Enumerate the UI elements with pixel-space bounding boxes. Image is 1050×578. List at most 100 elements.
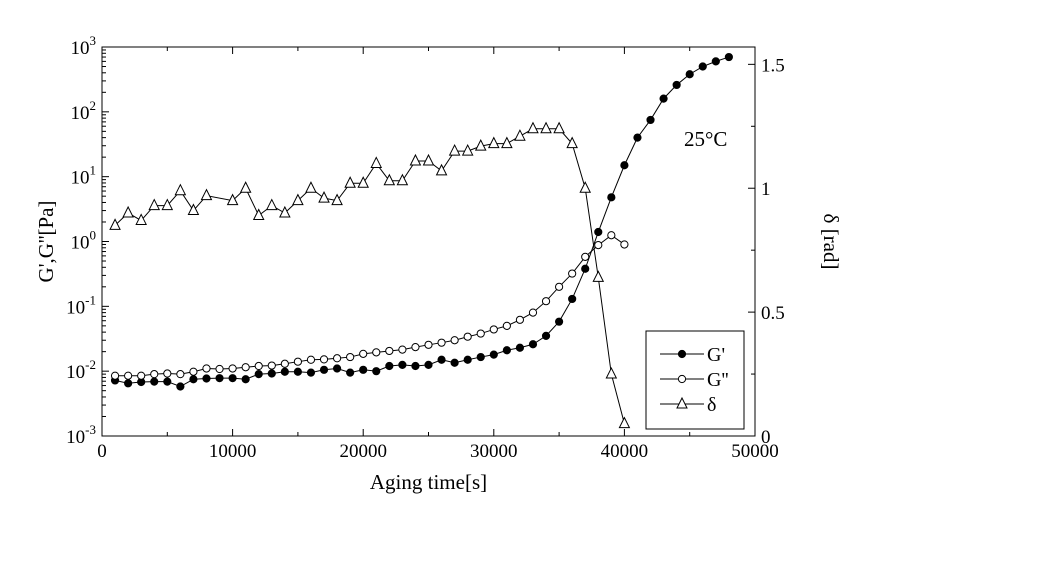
g-prime-point <box>489 350 498 359</box>
delta-point <box>265 198 278 211</box>
g-prime-point <box>607 193 616 202</box>
delta-point <box>461 143 474 156</box>
x-tick-label: 50000 <box>731 441 779 462</box>
g-double-prime-point <box>398 345 407 354</box>
delta-point <box>409 153 422 166</box>
g-prime-point <box>502 346 511 355</box>
g-double-prime-point <box>202 364 211 373</box>
g-prime-point <box>633 133 642 142</box>
g-double-prime-point <box>215 364 224 374</box>
delta-point <box>200 188 213 201</box>
delta-point <box>566 136 578 149</box>
delta-point <box>422 153 435 166</box>
delta-point <box>109 218 121 230</box>
g-prime-point <box>528 340 538 349</box>
g-prime-point <box>319 365 329 374</box>
y-left-tick-label: 10-1 <box>66 292 96 318</box>
delta-point <box>396 173 409 186</box>
g-double-prime-point <box>346 352 355 362</box>
delta-point <box>279 205 291 218</box>
g-double-prime-point <box>411 343 420 352</box>
g-prime-point <box>450 358 459 367</box>
delta-point <box>487 136 500 149</box>
y-left-tick-label: 10-3 <box>66 422 96 448</box>
g-prime-point <box>215 374 224 383</box>
y-right-axis-title: δ [rad] <box>819 214 843 270</box>
delta-point <box>174 183 187 196</box>
delta-point <box>122 205 134 218</box>
g-prime-point <box>359 365 368 374</box>
delta-point <box>148 198 161 211</box>
delta-point <box>553 121 565 134</box>
g-double-prime-point <box>150 370 159 379</box>
y-left-tick-label: 100 <box>71 228 97 254</box>
y-left-tick-label: 10-2 <box>66 357 96 383</box>
x-tick-label: 30000 <box>470 441 518 462</box>
g-prime-point <box>568 294 577 304</box>
g-double-prime-point <box>124 371 133 380</box>
g-prime-point <box>541 331 551 340</box>
delta-point <box>514 129 526 141</box>
delta-point <box>383 173 396 186</box>
g-prime-point <box>424 360 433 369</box>
g-double-prime-point <box>293 357 302 366</box>
g-double-prime-line <box>115 234 625 377</box>
g-double-prime-point <box>267 361 276 370</box>
delta-point <box>161 198 174 211</box>
g-double-prime-point <box>450 336 459 345</box>
g-prime-point <box>241 375 250 384</box>
legend-marker <box>677 374 687 384</box>
g-double-prime-point <box>463 332 472 341</box>
x-tick-label: 40000 <box>601 441 649 462</box>
g-double-prime-point <box>280 359 289 368</box>
g-double-prime-point <box>594 240 603 250</box>
g-prime-point <box>463 355 472 364</box>
g-double-prime-point <box>476 329 485 338</box>
delta-point <box>435 163 448 176</box>
g-prime-point <box>698 62 707 71</box>
delta-point <box>592 270 605 282</box>
legend-box <box>645 330 745 430</box>
g-double-prime-point <box>306 355 316 364</box>
delta-point <box>239 181 252 193</box>
g-double-prime-point <box>241 363 250 372</box>
delta-point <box>618 416 631 429</box>
g-prime-point <box>476 352 485 362</box>
delta-point <box>448 143 461 156</box>
g-prime-point <box>293 367 302 376</box>
legend-item-delta: δ <box>707 394 716 416</box>
delta-point <box>474 138 487 151</box>
g-double-prime-point <box>372 348 381 357</box>
g-prime-point <box>672 80 681 90</box>
delta-point <box>331 193 343 206</box>
x-tick-label: 0 <box>97 441 107 462</box>
y-right-tick-label: 1.5 <box>761 55 785 76</box>
g-double-prime-point <box>319 355 329 364</box>
g-double-prime-point <box>359 349 368 358</box>
temperature-annotation: 25°C <box>684 127 727 151</box>
g-prime-point <box>372 367 381 376</box>
delta-point <box>527 121 539 134</box>
g-double-prime-point <box>163 369 172 378</box>
y-right-tick-label: 1 <box>761 179 771 200</box>
y-left-axis-title: G',G''[Pa] <box>34 201 58 283</box>
g-double-prime-point <box>385 346 394 356</box>
g-prime-point <box>306 368 316 377</box>
g-double-prime-point <box>254 361 263 371</box>
legend-item-g-double-prime: G'' <box>707 369 729 391</box>
g-prime-point <box>685 70 694 79</box>
delta-point <box>135 213 147 225</box>
delta-point <box>357 176 370 188</box>
g-double-prime-point <box>110 371 120 380</box>
g-prime-point <box>581 264 590 273</box>
g-prime-point <box>398 360 407 369</box>
g-prime-point <box>124 379 133 388</box>
g-prime-point <box>594 227 603 237</box>
legend-marker <box>676 396 688 409</box>
g-double-prime-point <box>189 367 198 376</box>
g-prime-point <box>163 377 172 386</box>
y-left-tick-label: 102 <box>71 98 97 124</box>
g-prime-point <box>515 343 525 352</box>
g-double-prime-point <box>437 338 446 347</box>
delta-point <box>252 208 265 220</box>
